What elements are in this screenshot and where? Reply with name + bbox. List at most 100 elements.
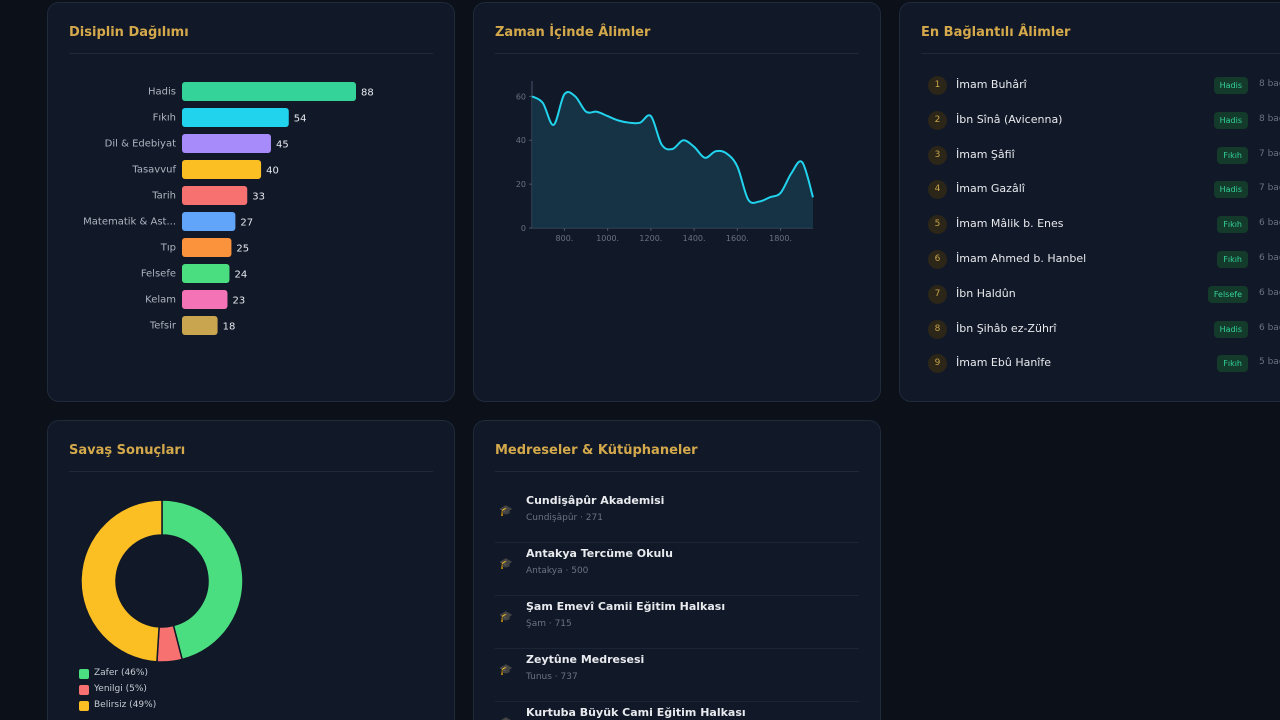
scholar-name: İmam Mâlik b. Enes [956, 217, 1064, 231]
legend-label: Zafer (46%) [94, 668, 148, 678]
scholar-row[interactable]: 1 İmam Buhârî Hadis 8 bağlantı [928, 74, 1280, 98]
scholar-row[interactable]: 2 İbn Sînâ (Avicenna) Hadis 8 bağlantı [928, 109, 1280, 133]
bar-dil-edebiyat[interactable] [182, 134, 271, 153]
madrasa-row[interactable]: 🎓 Cundişâpûr Akademisi Cundişâpûr · 271 [495, 490, 859, 543]
bar-kelam[interactable] [182, 290, 228, 309]
madrasa-name: Kurtuba Büyük Cami Eğitim Halkası [526, 706, 746, 719]
donut-slice-belirsiz-49[interactable] [80, 499, 163, 663]
discipline-tag: Hadis [1213, 181, 1248, 199]
madrasa-location: Şam · 715 [526, 619, 572, 629]
bar-value-label: 88 [361, 88, 374, 99]
war-results-title: Savaş Sonuçları [69, 443, 186, 458]
scholar-name: İmam Ahmed b. Hanbel [956, 252, 1087, 265]
connection-count: 7 bağlantı [1259, 148, 1280, 159]
divider [495, 595, 859, 596]
discipline-tag: Fıkıh [1217, 216, 1248, 234]
scholar-row[interactable]: 3 İmam Şâfiî Fıkıh 7 bağlantı [928, 144, 1280, 168]
graduation-cap-icon: 🎓 [499, 504, 513, 517]
connected-scholars-card: En Bağlantılı Âlimler 1 İmam Buhârî Hadis 8… [899, 2, 1280, 402]
bar-value-label: 45 [276, 140, 289, 151]
bar-felsefe[interactable] [182, 264, 230, 283]
x-tick-label: 800. [556, 234, 574, 243]
madrasa-row[interactable]: 🎓 Şam Emevî Camii Eğitim Halkası Şam · 715 [495, 596, 859, 649]
y-tick-label: 0 [521, 224, 526, 233]
legend-swatch [79, 669, 89, 679]
scholar-name: İmam Şâfiî [956, 147, 1015, 161]
scholar-row[interactable]: 9 İmam Ebû Hanîfe Fıkıh 5 bağlantı [928, 352, 1280, 376]
scholar-row[interactable]: 5 İmam Mâlik b. Enes Fıkıh 6 bağlantı [928, 213, 1280, 237]
war-results-card: Savaş Sonuçları Zafer (46%) Yenilgi (5%) B… [47, 420, 455, 720]
bar-category-label: Dil & Edebiyat [105, 139, 176, 150]
rank-badge: 7 [928, 284, 947, 304]
madrasa-location: Tunus · 737 [526, 672, 578, 682]
discipline-tag: Hadis [1213, 111, 1248, 129]
y-tick-label: 20 [516, 180, 526, 189]
bar-value-label: 24 [234, 270, 247, 281]
connection-count: 6 bağlantı [1259, 253, 1280, 263]
bar-f-k-h[interactable] [182, 108, 289, 127]
y-tick-label: 40 [516, 136, 526, 145]
divider [495, 542, 859, 543]
rank-badge: 2 [928, 110, 947, 130]
discipline-tag: Hadis [1213, 77, 1248, 94]
area-fill [532, 91, 813, 228]
rank-badge: 3 [928, 145, 947, 165]
bar-value-label: 23 [232, 296, 245, 307]
rank-badge: 5 [928, 215, 947, 235]
connection-count: 7 bağlantı [1259, 183, 1280, 194]
madrasa-row[interactable]: 🎓 Zeytûne Medresesi Tunus · 737 [495, 649, 859, 702]
divider [495, 53, 859, 54]
madrasa-name: Antakya Tercüme Okulu [526, 547, 673, 560]
graduation-cap-icon: 🎓 [499, 557, 513, 570]
bar-t-p[interactable] [182, 238, 232, 257]
bar-value-label: 27 [240, 218, 253, 229]
connected-title: En Bağlantılı Âlimler [921, 25, 1071, 40]
bar-category-label: Fıkıh [153, 113, 176, 124]
connection-count: 8 bağlantı [1259, 79, 1280, 89]
madrasas-card: Medreseler & Kütüphaneler 🎓 Cundişâpûr Ak… [473, 420, 881, 720]
rank-badge: 9 [928, 354, 947, 374]
discipline-tag: Felsefe [1207, 285, 1248, 303]
bar-tarih[interactable] [182, 186, 248, 205]
x-tick-label: 1200. [639, 234, 662, 243]
discipline-tag: Hadis [1213, 320, 1248, 338]
scholar-name: İmam Ebû Hanîfe [956, 356, 1051, 370]
bar-category-label: Matematik & Ast... [83, 217, 176, 228]
madrasa-name: Cundişâpûr Akademisi [526, 494, 665, 507]
divider [495, 701, 859, 702]
bar-tasavvuf[interactable] [182, 160, 262, 179]
scholar-name: İmam Gazâlî [956, 182, 1025, 196]
rank-badge: 8 [928, 319, 947, 339]
bar-tefsir[interactable] [182, 316, 218, 335]
scholar-name: İbn Şihâb ez-Zührî [956, 321, 1057, 335]
bar-hadis[interactable] [182, 82, 356, 101]
rank-badge: 6 [928, 250, 947, 269]
scholar-row[interactable]: 6 İmam Ahmed b. Hanbel Fıkıh 6 bağlantı [928, 248, 1280, 272]
bar-value-label: 33 [252, 192, 265, 203]
discipline-card: Disiplin Dağılımı Hadis 88 Fıkıh 54 Dil & Ed… [47, 2, 455, 402]
bar-category-label: Kelam [145, 295, 176, 306]
donut-slice-zafer-46[interactable] [161, 499, 244, 661]
scholar-row[interactable]: 4 İmam Gazâlî Hadis 7 bağlantı [928, 178, 1280, 202]
discipline-tag: Fıkıh [1217, 146, 1248, 164]
connection-count: 6 bağlantı [1259, 218, 1280, 229]
scholar-row[interactable]: 8 İbn Şihâb ez-Zührî Hadis 6 bağlantı [928, 318, 1280, 342]
madrasa-row[interactable]: 🎓 Kurtuba Büyük Cami Eğitim Halkası [495, 702, 859, 720]
scholar-row[interactable]: 7 İbn Haldûn Felsefe 6 bağlantı [928, 283, 1280, 307]
madrasas-title: Medreseler & Kütüphaneler [495, 443, 698, 458]
war-results-donut-chart [80, 499, 244, 663]
x-tick-label: 1400. [683, 234, 706, 243]
legend-label: Yenilgi (5%) [94, 684, 147, 694]
legend-swatch [79, 685, 89, 695]
area-line[interactable] [531, 91, 814, 204]
timeline-card: Zaman İçinde Âlimler 0 20 40 60 800. 1000. 120… [473, 2, 881, 402]
bar-matematik-ast[interactable] [182, 212, 236, 231]
timeline-title: Zaman İçinde Âlimler [495, 25, 651, 40]
graduation-cap-icon: 🎓 [499, 610, 513, 623]
divider [69, 53, 433, 54]
madrasa-row[interactable]: 🎓 Antakya Tercüme Okulu Antakya · 500 [495, 543, 859, 596]
y-tick-label: 60 [516, 92, 526, 101]
legend-label: Belirsiz (49%) [94, 700, 157, 710]
divider [495, 471, 859, 472]
timeline-area-chart: 0 20 40 60 800. 1000. 1200. 1400. 1600. 1800. [516, 81, 814, 243]
